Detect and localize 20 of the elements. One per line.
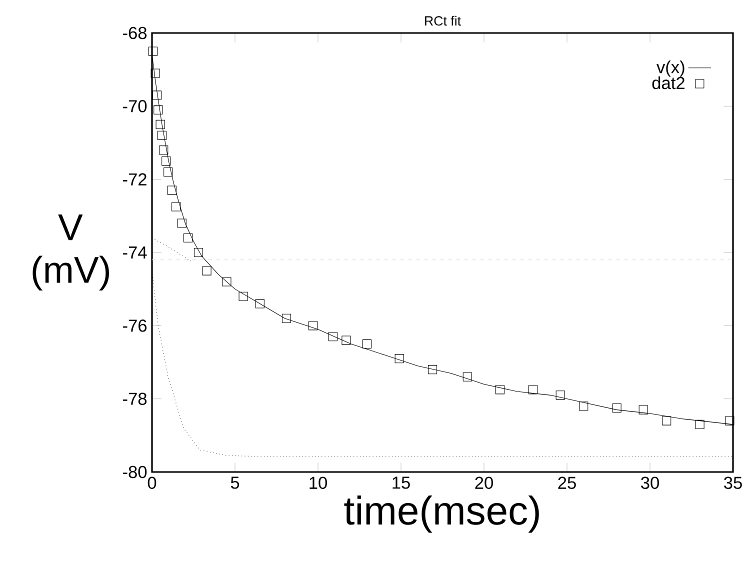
- x-tick-label: 35: [724, 476, 742, 489]
- y-tick-label: -72: [123, 173, 146, 186]
- x-tick-label: 5: [230, 476, 240, 489]
- y-axis-title: V (mV): [32, 214, 109, 291]
- y-tick-label: -74: [123, 246, 147, 258]
- x-tick-label: 10: [310, 476, 327, 489]
- y-tick-label: -76: [123, 320, 147, 332]
- x-tick-label: 25: [558, 476, 576, 489]
- x-tick-label: 30: [641, 476, 659, 489]
- x-tick-label: 20: [475, 476, 493, 489]
- x-axis-title: time(msec): [344, 495, 539, 533]
- legend-label: v(x): [656, 60, 684, 77]
- chart-title: RCt fit: [425, 16, 461, 26]
- legend-label: dat2: [652, 76, 684, 90]
- y-tick-label: -80: [123, 466, 147, 478]
- y-tick-label: -70: [123, 100, 147, 112]
- x-tick-label: 15: [392, 476, 410, 489]
- x-tick-label: 0: [148, 476, 156, 489]
- y-tick-label: -78: [123, 392, 147, 405]
- y-tick-label: -68: [123, 26, 147, 40]
